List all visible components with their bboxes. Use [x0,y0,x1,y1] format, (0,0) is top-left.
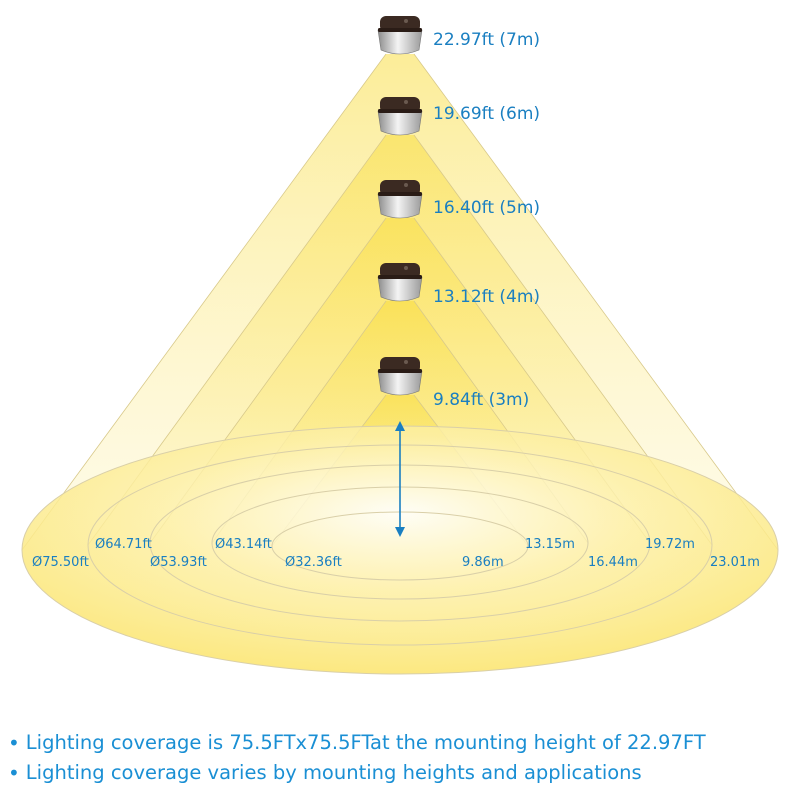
note-line: • Lighting coverage varies by mounting h… [8,758,798,788]
diameter-ft-label: Ø43.14ft [215,537,272,552]
height-arrow [395,421,405,537]
light-coverage-diagram: 22.97ft (7m) 19.69ft (6m) 16.40ft (5m) 13.1… [21,16,779,675]
diameter-m-label: 19.72m [645,537,695,552]
bullet-icon: • [8,761,20,785]
barn-light-fixture [377,97,423,136]
floor-fill [22,426,778,674]
barn-light-fixture [377,180,423,219]
diameter-m-label: 16.44m [588,555,638,570]
diameter-ft-label: Ø32.36ft [285,555,342,570]
barn-light-fixture [377,263,423,302]
bullet-icon: • [8,731,20,755]
barn-light-fixture [377,16,423,55]
diameter-ft-label: Ø75.50ft [32,555,89,570]
cone-edge [21,53,779,551]
height-label: 16.40ft (5m) [433,198,540,218]
diameter-ft-label: Ø53.93ft [150,555,207,570]
barn-light-fixture [377,357,423,396]
coverage-notes: • Lighting coverage is 75.5FTx75.5FTat t… [8,728,798,788]
diameter-m-label: 23.01m [710,555,760,570]
height-label: 13.12ft (4m) [433,287,540,307]
labels: 22.97ft (7m) 19.69ft (6m) 16.40ft (5m) 13.1… [32,30,760,570]
coverage-floor [22,426,778,674]
height-label: 22.97ft (7m) [433,30,540,50]
note-text: Lighting coverage varies by mounting hei… [25,761,642,784]
height-label: 9.84ft (3m) [433,390,529,410]
note-text: Lighting coverage is 75.5FTx75.5FTat the… [25,731,706,754]
note-line: • Lighting coverage is 75.5FTx75.5FTat t… [8,728,798,758]
diameter-ft-label: Ø64.71ft [95,537,152,552]
fixtures [377,16,423,396]
diameter-m-label: 13.15m [525,537,575,552]
height-label: 19.69ft (6m) [433,104,540,124]
diameter-m-label: 9.86m [462,555,504,570]
